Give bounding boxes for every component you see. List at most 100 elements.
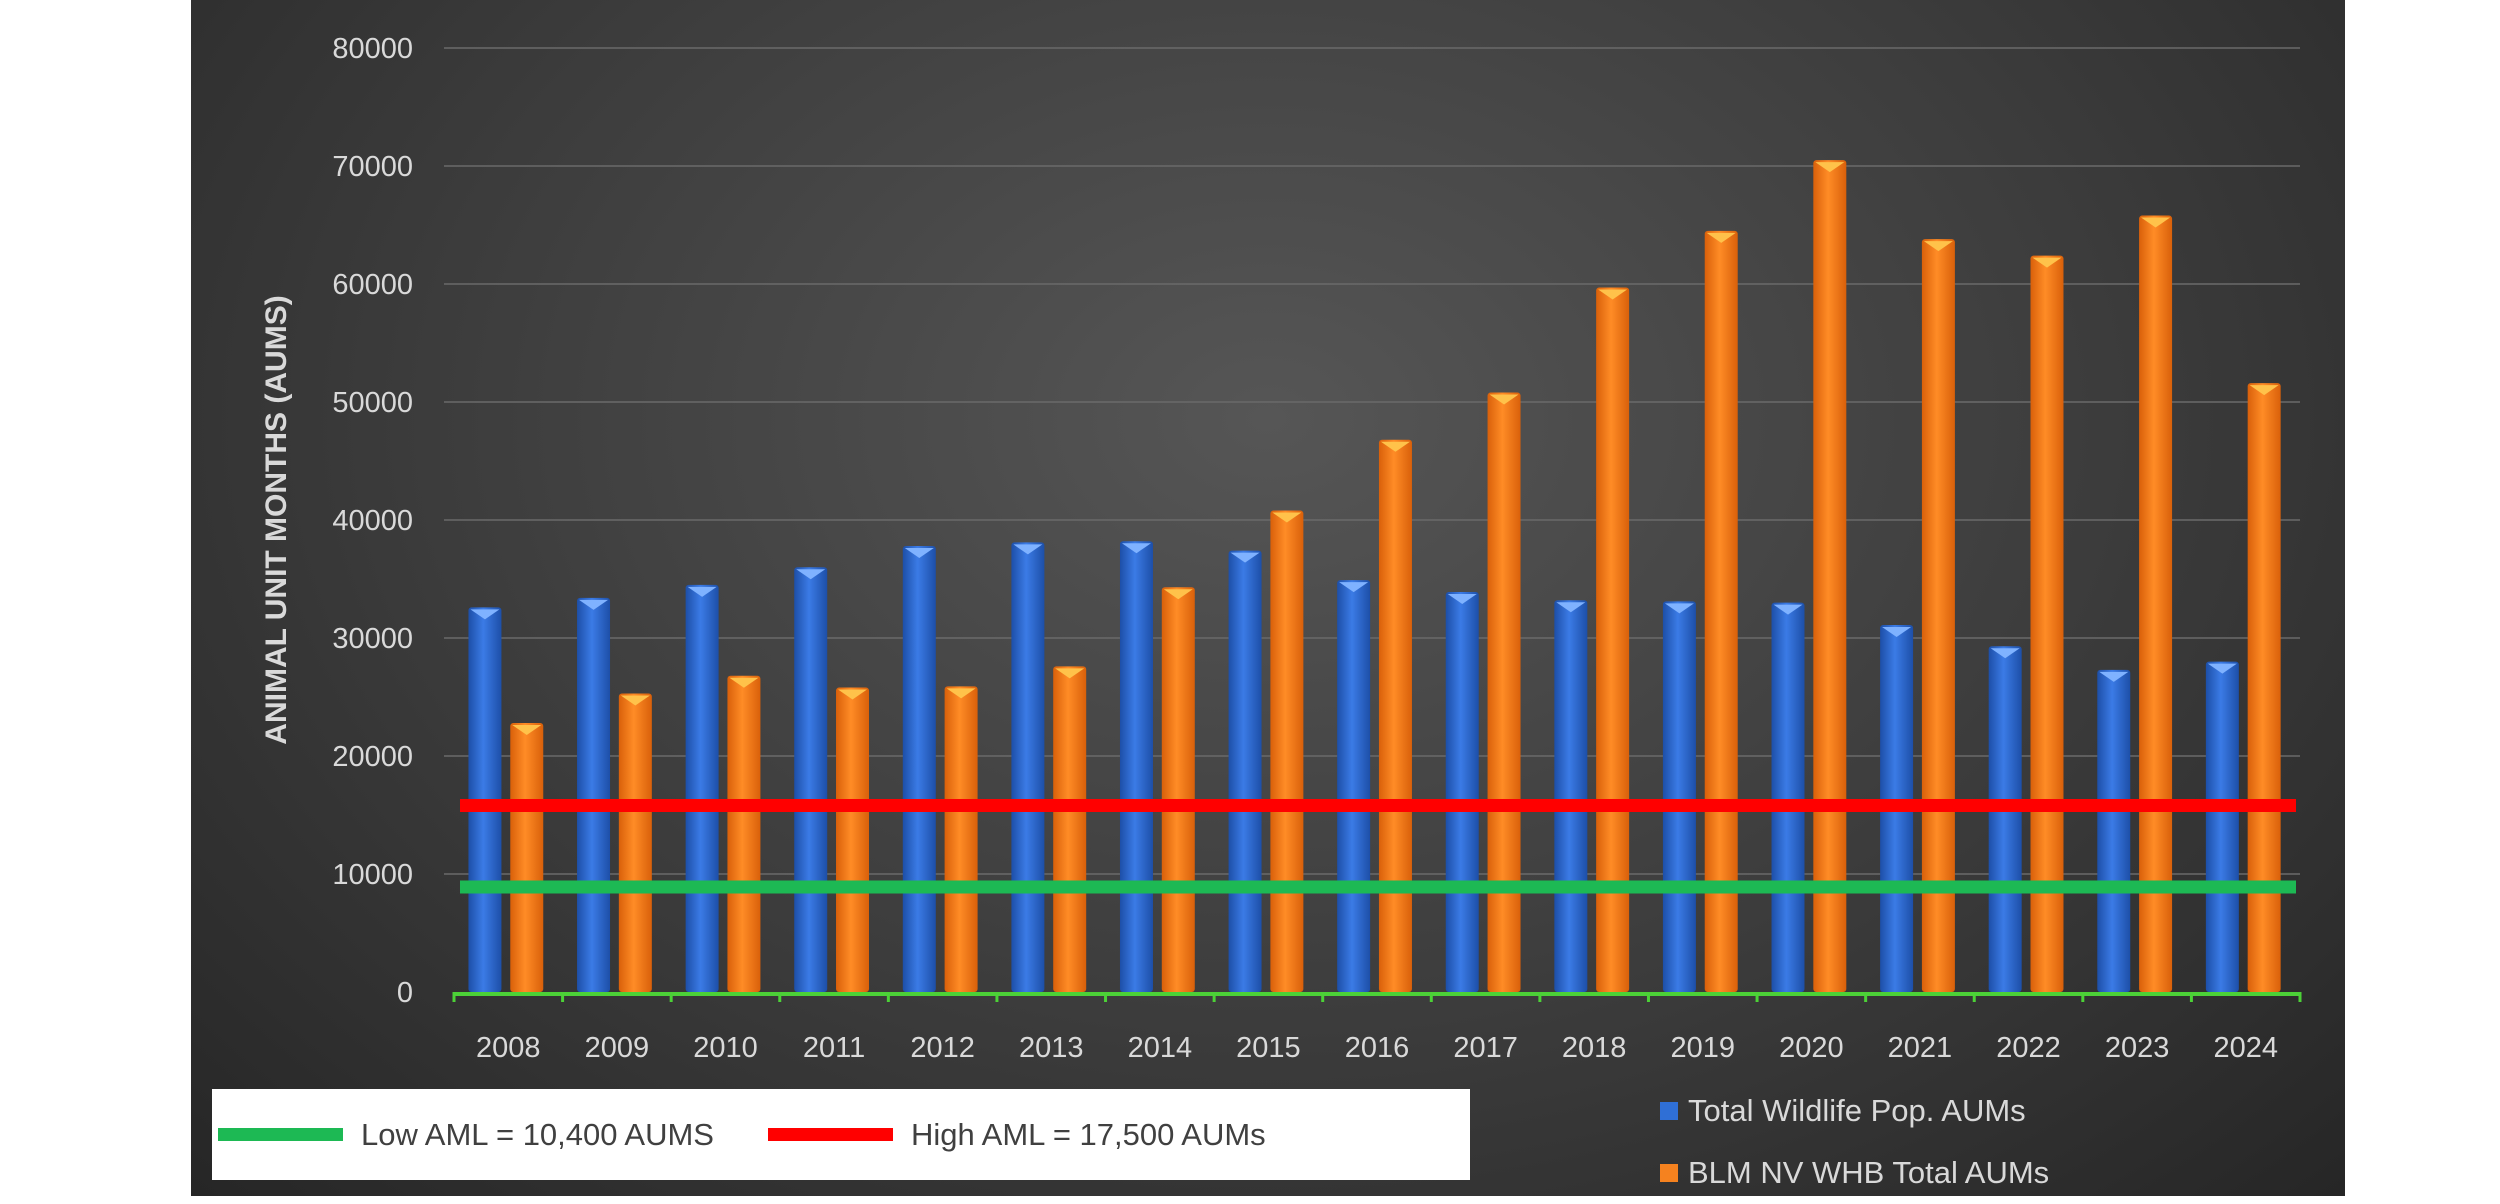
bar-cap xyxy=(1489,394,1519,405)
bar-blm-whb-2017 xyxy=(1487,392,1521,992)
bar-cap xyxy=(1163,589,1193,600)
bar-blm-whb-2014 xyxy=(1161,587,1195,992)
bar-wildlife-2017 xyxy=(1445,591,1479,992)
x-tick-label: 2022 xyxy=(1996,1032,2061,1064)
x-tick-label: 2021 xyxy=(1888,1032,1953,1064)
bar-cap xyxy=(620,695,650,706)
bar-wildlife-2013 xyxy=(1011,542,1045,992)
bar-wildlife-2014 xyxy=(1119,541,1153,992)
bar-blm-whb-2015 xyxy=(1270,510,1304,992)
bar-cap xyxy=(1706,232,1736,243)
bar-blm-whb-2020 xyxy=(1813,160,1847,993)
bar-cap xyxy=(1664,603,1694,614)
y-tick-label: 40000 xyxy=(332,505,413,537)
bar-cap xyxy=(2249,385,2279,396)
x-tick-label: 2019 xyxy=(1671,1032,1736,1064)
bar-cap xyxy=(946,688,976,699)
y-tick-label: 80000 xyxy=(332,33,413,65)
bar-blm-whb-2021 xyxy=(1921,239,1955,992)
bar-cap xyxy=(1990,648,2020,659)
bar-wildlife-2024 xyxy=(2205,661,2239,992)
bar-cap xyxy=(1272,512,1302,523)
x-tick-label: 2016 xyxy=(1345,1032,1410,1064)
bar-blm-whb-2010 xyxy=(727,675,761,992)
legend-swatch-red xyxy=(767,1128,893,1141)
bar-blm-whb-2011 xyxy=(836,687,870,992)
bar-blm-whb-2019 xyxy=(1704,230,1738,992)
legend-label: Total Wildlife Pop. AUMs xyxy=(1688,1093,2026,1128)
x-tick-label: 2020 xyxy=(1779,1032,1844,1064)
bar-wildlife-2018 xyxy=(1554,600,1588,992)
bar-cap xyxy=(2141,217,2171,228)
x-tick-label: 2014 xyxy=(1128,1032,1193,1064)
legend-label: Low AML = 10,400 AUMS xyxy=(361,1116,714,1152)
bar-blm-whb-2016 xyxy=(1378,439,1412,992)
x-tick-label: 2012 xyxy=(910,1032,975,1064)
x-tick-label: 2013 xyxy=(1019,1032,1084,1064)
legend-item-blm: BLM NV WHB Total AUMs xyxy=(1660,1142,2049,1204)
bar-cap xyxy=(838,689,868,700)
reference-legend: Low AML = 10,400 AUMS High AML = 17,500 … xyxy=(212,1089,1470,1180)
x-tick-label: 2015 xyxy=(1236,1032,1301,1064)
x-tick-label: 2009 xyxy=(585,1032,650,1064)
x-tick-label: 2017 xyxy=(1453,1032,1518,1064)
bar-cap xyxy=(1447,593,1477,604)
bar-blm-whb-2009 xyxy=(618,693,652,992)
bar-cap xyxy=(1339,582,1369,593)
y-tick-label: 70000 xyxy=(332,151,413,183)
bar-cap xyxy=(1773,604,1803,615)
bar-blm-whb-2012 xyxy=(944,686,978,992)
series-legend: Total Wildlife Pop. AUMs BLM NV WHB Tota… xyxy=(1660,1080,2049,1204)
legend-swatch-blue xyxy=(1660,1102,1678,1120)
bar-cap xyxy=(1380,441,1410,452)
y-tick-label: 50000 xyxy=(332,387,413,419)
bar-cap xyxy=(1556,602,1586,613)
bar-wildlife-2016 xyxy=(1337,580,1371,992)
bar-blm-whb-2018 xyxy=(1596,287,1630,992)
bar-cap xyxy=(2032,257,2062,268)
bar-wildlife-2009 xyxy=(577,597,611,992)
bar-blm-whb-2013 xyxy=(1053,666,1087,992)
bar-cap xyxy=(1013,544,1043,555)
legend-swatch-orange xyxy=(1660,1164,1678,1182)
bar-cap xyxy=(1882,627,1912,638)
bar-blm-whb-2008 xyxy=(510,722,544,992)
x-tick-label: 2011 xyxy=(803,1032,865,1064)
y-tick-label: 10000 xyxy=(332,859,413,891)
legend-label: BLM NV WHB Total AUMs xyxy=(1688,1155,2050,1190)
bar-cap xyxy=(1230,552,1260,563)
bar-cap xyxy=(796,569,826,580)
bar-wildlife-2020 xyxy=(1771,602,1805,992)
bar-cap xyxy=(1923,241,1953,252)
bar-cap xyxy=(1598,289,1628,300)
x-tick-label: 2024 xyxy=(2213,1032,2278,1064)
y-tick-label: 0 xyxy=(397,977,413,1009)
bar-blm-whb-2024 xyxy=(2247,383,2281,992)
x-tick-label: 2018 xyxy=(1562,1032,1627,1064)
legend-item-high-aml: High AML = 17,500 AUMs xyxy=(767,1117,1266,1153)
bar-cap xyxy=(1055,668,1085,679)
bar-cap xyxy=(579,599,609,610)
y-tick-label: 60000 xyxy=(332,269,413,301)
bar-wildlife-2022 xyxy=(1988,646,2022,992)
bar-cap xyxy=(729,677,759,688)
y-tick-label: 30000 xyxy=(332,623,413,655)
bar-wildlife-2023 xyxy=(2097,669,2131,992)
bar-cap xyxy=(2099,671,2129,682)
bar-wildlife-2010 xyxy=(685,584,719,992)
bar-cap xyxy=(2207,663,2237,674)
bar-blm-whb-2023 xyxy=(2139,215,2173,992)
bar-cap xyxy=(1815,162,1845,173)
bar-cap xyxy=(512,724,542,735)
bar-wildlife-2015 xyxy=(1228,550,1262,992)
bar-cap xyxy=(904,547,934,558)
bar-cap xyxy=(687,586,717,597)
bar-wildlife-2011 xyxy=(794,567,828,992)
legend-item-low-aml: Low AML = 10,400 AUMS xyxy=(218,1117,714,1153)
legend-swatch-green xyxy=(218,1128,343,1141)
legend-item-wildlife: Total Wildlife Pop. AUMs xyxy=(1660,1080,2049,1142)
chart-background xyxy=(191,0,2345,1196)
x-tick-label: 2008 xyxy=(476,1032,541,1064)
y-tick-label: 20000 xyxy=(332,741,413,773)
